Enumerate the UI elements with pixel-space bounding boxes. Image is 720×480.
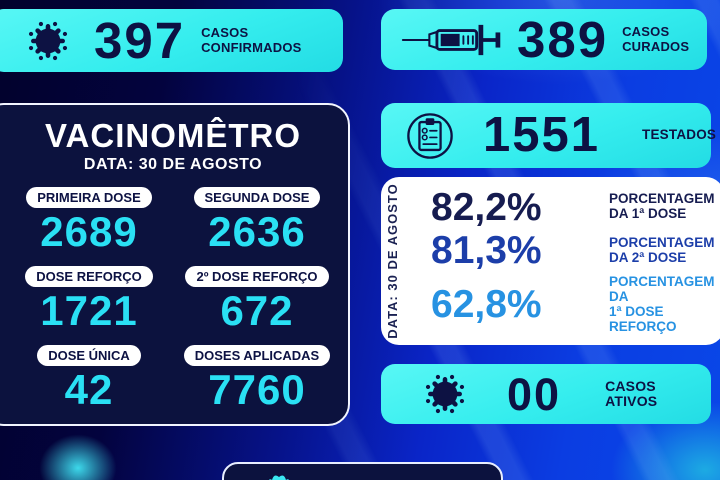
syringe-icon: [401, 20, 505, 60]
percent-value: 82,2%: [431, 185, 542, 229]
stat-value: 1721: [40, 287, 138, 334]
percent-value: 62,8%: [431, 283, 542, 327]
percent-row-segunda-dose: 81,3% PORCENTAGEM DA 2ª DOSE: [431, 231, 720, 270]
stat-label-pill: 2º DOSE REFORÇO: [185, 266, 329, 287]
stat-segunda-dose: SEGUNDA DOSE 2636: [181, 187, 333, 266]
stat-doses-aplicadas: DOSES APLICADAS 7760: [181, 345, 333, 424]
vacinometro-panel: VACINOMÊTRO DATA: 30 DE AGOSTO PRIMEIRA …: [0, 103, 350, 426]
percent-row-primeira-dose: 82,2% PORCENTAGEM DA 1ª DOSE: [431, 188, 720, 227]
percent-panel: DATA: 30 DE AGOSTO 82,2% PORCENTAGEM DA …: [381, 177, 720, 345]
panel-title: VACINOMÊTRO: [44, 117, 302, 154]
tested-label: TESTADOS: [642, 127, 717, 143]
cured-cases-card: 389 CASOS CURADOS: [381, 9, 707, 70]
tested-value: 1551: [483, 108, 601, 162]
tested-card: 1551 TESTADOS: [381, 103, 716, 168]
stat-value: 2636: [208, 208, 306, 255]
stat-label-pill: SEGUNDA DOSE: [193, 187, 321, 208]
cured-cases-value: 389: [517, 11, 609, 68]
percent-row-dose-reforco: 62,8% PORCENTAGEM DA 1ª DOSE REFORÇO: [431, 273, 720, 334]
stat-value: 42: [64, 366, 114, 413]
stat-dose-reforco: DOSE REFORÇO 1721: [13, 266, 165, 345]
stat-label-pill: PRIMEIRA DOSE: [26, 187, 152, 208]
percent-panel-date: DATA: 30 DE AGOSTO: [385, 183, 400, 339]
confirmed-cases-value: 397: [94, 12, 186, 69]
cured-cases-label: CASOS CURADOS: [622, 24, 690, 54]
clipboard-icon: [405, 111, 455, 161]
stat-value: 7760: [208, 366, 306, 413]
panel-date: DATA: 30 DE AGOSTO: [83, 156, 263, 173]
active-cases-value: 00: [507, 368, 562, 420]
confirmed-cases-card: 397 CASOS CONFIRMADOS: [0, 9, 343, 72]
dose-stats-grid: PRIMEIRA DOSE 2689 SEGUNDA DOSE 2636 DOS…: [0, 187, 348, 424]
percent-label: PORCENTAGEM DA 1ª DOSE: [609, 191, 715, 222]
virus-icon: [423, 372, 467, 416]
bottom-partial-panel: [222, 462, 503, 480]
percent-label: PORCENTAGEM DA 1ª DOSE REFORÇO: [609, 273, 715, 334]
percent-label: PORCENTAGEM DA 2ª DOSE: [609, 234, 715, 265]
stat-primeira-dose: PRIMEIRA DOSE 2689: [13, 187, 165, 266]
percent-value: 81,3%: [431, 229, 542, 273]
stat-label-pill: DOSE REFORÇO: [25, 266, 153, 287]
hands-virus-icon: [264, 473, 294, 480]
stat-value: 672: [220, 287, 294, 334]
active-cases-label: CASOS ATIVOS: [605, 377, 658, 409]
stat-segunda-dose-reforco: 2º DOSE REFORÇO 672: [181, 266, 333, 345]
stat-dose-unica: DOSE ÚNICA 42: [13, 345, 165, 424]
active-cases-card: 00 CASOS ATIVOS: [381, 364, 711, 424]
stat-label-pill: DOSE ÚNICA: [37, 345, 141, 366]
confirmed-cases-label: CASOS CONFIRMADOS: [201, 25, 302, 55]
stat-value: 2689: [40, 208, 138, 255]
stat-label-pill: DOSES APLICADAS: [183, 345, 331, 366]
virus-icon: [26, 19, 70, 63]
